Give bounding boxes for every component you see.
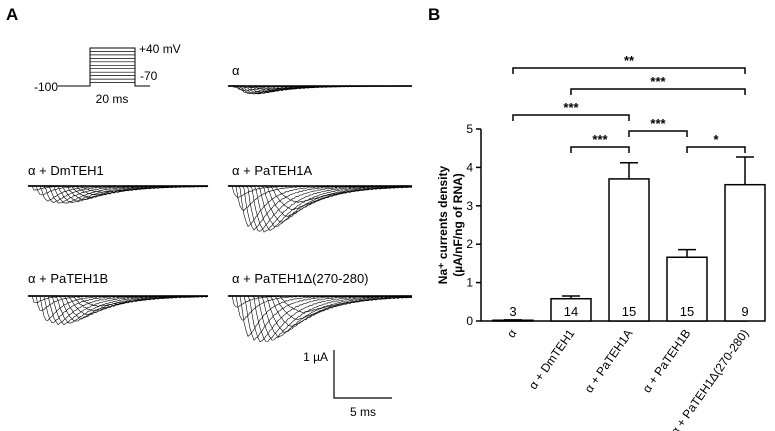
current-trace	[227, 295, 413, 342]
current-trace	[27, 295, 209, 326]
scale-bar-time: 5 ms	[350, 405, 376, 419]
current-traces-alpha	[227, 85, 413, 95]
current-trace	[227, 185, 413, 227]
current-trace	[27, 185, 209, 204]
current-traces-pateh1d	[227, 295, 413, 343]
current-trace	[227, 295, 413, 343]
significance-brackets: ***************	[512, 53, 746, 153]
protocol-outline	[58, 47, 150, 87]
current-trace	[27, 295, 209, 311]
protocol-duration: 20 ms	[96, 92, 129, 106]
category-label: α	[504, 327, 519, 341]
category-label: α + DmTEH1	[526, 326, 578, 392]
scale-bar-lines	[333, 350, 392, 399]
trace-label-pateh1a: α + PaTEH1A	[232, 163, 312, 178]
current-trace	[27, 185, 209, 203]
protocol-steps	[90, 47, 135, 83]
current-traces-pateh1b	[27, 295, 209, 326]
significance-stars: **	[624, 53, 635, 68]
y-tick-label: 3	[466, 199, 473, 213]
n-label: 15	[680, 304, 694, 319]
bar	[666, 256, 708, 322]
trace-label-pateh1b: α + PaTEH1B	[28, 271, 108, 286]
current-trace	[227, 295, 413, 341]
trace-label-alpha: α	[232, 63, 240, 78]
current-trace	[27, 295, 209, 324]
significance-stars: ***	[563, 100, 579, 115]
significance-stars: *	[713, 132, 719, 147]
scale-bar: 1 µA 5 ms	[303, 350, 392, 419]
protocol-top-voltage: +40 mV	[139, 42, 181, 56]
current-trace	[227, 295, 413, 341]
current-trace	[227, 185, 413, 223]
current-trace	[27, 185, 209, 204]
significance-bracket	[570, 88, 746, 95]
current-trace	[227, 185, 413, 231]
significance-stars: ***	[592, 132, 608, 147]
bar	[724, 183, 766, 322]
n-label: 9	[741, 304, 748, 319]
n-label: 14	[564, 304, 578, 319]
trace-label-pateh1d: α + PaTEH1Δ(270-280)	[232, 271, 369, 286]
y-tick-label: 5	[466, 122, 473, 136]
y-tick-label: 0	[466, 314, 473, 328]
current-trace	[27, 295, 209, 311]
n-label: 15	[622, 304, 636, 319]
current-trace	[227, 185, 413, 211]
current-trace	[227, 185, 413, 227]
y-axis-label-line1: Na⁺ currents density	[436, 165, 450, 284]
significance-stars: ***	[650, 74, 666, 89]
significance-stars: ***	[650, 116, 666, 131]
current-traces-dmteh1	[27, 185, 209, 204]
category-label: α + PaTEH1A	[582, 327, 636, 396]
bar	[608, 178, 650, 322]
y-tick-label: 1	[466, 276, 473, 290]
voltage-protocol: +40 mV -70 -100 20 ms	[34, 42, 181, 106]
current-trace	[27, 295, 209, 321]
current-trace	[27, 295, 209, 324]
panel-a-label: A	[6, 5, 18, 24]
bar-chart: Na⁺ currents density (µA/nF/ng of RNA) 0…	[436, 53, 766, 431]
protocol-low-step: -70	[140, 69, 158, 83]
significance-bracket	[628, 130, 688, 137]
significance-bracket	[512, 67, 746, 74]
y-axis-label-line2: (µA/nF/ng of RNA)	[451, 173, 465, 277]
y-tick-label: 4	[466, 160, 473, 174]
current-traces-pateh1a	[227, 185, 413, 233]
significance-bracket	[686, 146, 746, 153]
current-trace	[27, 185, 209, 204]
trace-label-dmteh1: α + DmTEH1	[28, 163, 104, 178]
significance-bracket	[512, 114, 630, 121]
y-tick-label: 2	[466, 237, 473, 251]
significance-bracket	[570, 146, 630, 153]
scale-bar-current: 1 µA	[303, 350, 328, 364]
n-label: 3	[509, 304, 516, 319]
category-label: α + PaTEH1B	[640, 327, 694, 396]
chart-bars: 3 14 15 15 9	[492, 156, 766, 322]
current-trace	[27, 295, 209, 322]
panel-b-label: B	[428, 5, 440, 24]
protocol-holding: -100	[34, 80, 58, 94]
